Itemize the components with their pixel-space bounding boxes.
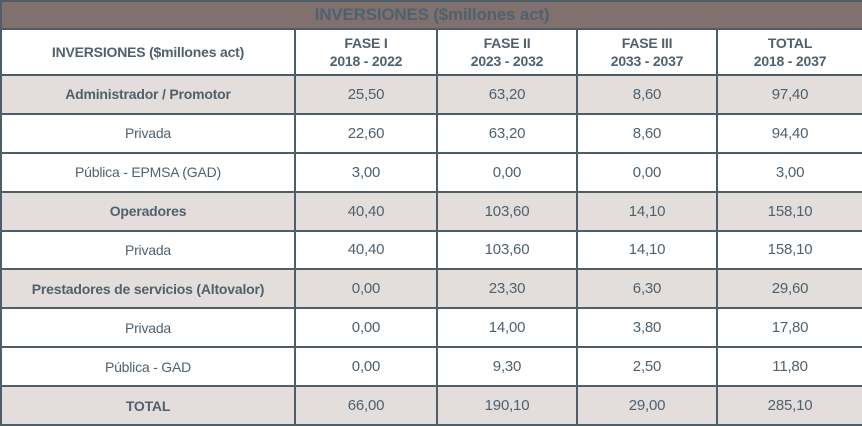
table-row-administrador-promotor: Administrador / Promotor 25,50 63,20 8,6… (0, 74, 862, 115)
cell-fase2: 14,00 (436, 307, 578, 349)
header-fase-1-name: FASE I (344, 34, 388, 51)
header-fase-3-period: 2033 - 2037 (610, 53, 684, 69)
table-row-prestadores-servicios: Prestadores de servicios (Altovalor) 0,0… (0, 268, 862, 310)
header-total: TOTAL 2018 - 2037 (715, 28, 862, 76)
header-row: INVERSIONES ($millones act) FASE I 2018 … (0, 28, 862, 76)
header-fase-1-period: 2018 - 2022 (329, 53, 403, 69)
table-row-privada-3: Privada 0,00 14,00 3,80 17,80 (0, 307, 862, 349)
cell-total: 11,80 (715, 346, 862, 387)
cell-fase1: 0,00 (294, 307, 438, 349)
header-total-period: 2018 - 2037 (753, 53, 827, 69)
cell-total: 158,10 (715, 229, 862, 271)
row-label: Pública - GAD (0, 346, 296, 387)
cell-fase3: 6,30 (576, 268, 718, 310)
cell-fase3: 8,60 (576, 112, 718, 154)
cell-total: 94,40 (715, 112, 862, 154)
row-label: Pública - EPMSA (GAD) (0, 151, 296, 193)
row-label: Administrador / Promotor (0, 74, 296, 115)
cell-fase2: 9,30 (436, 346, 578, 387)
title-row: INVERSIONES ($millones act) (0, 0, 862, 30)
row-label: Privada (0, 112, 296, 154)
cell-fase2: 103,60 (436, 229, 578, 271)
cell-total: 285,10 (715, 385, 862, 426)
header-fase-3-name: FASE III (621, 34, 673, 51)
cell-fase2: 190,10 (436, 385, 578, 426)
header-fase-2-name: FASE II (483, 34, 531, 51)
table-row-publica-gad: Pública - GAD 0,00 9,30 2,50 11,80 (0, 346, 862, 387)
row-label: Operadores (0, 190, 296, 232)
table-title: INVERSIONES ($millones act) (0, 0, 862, 30)
cell-fase1: 3,00 (294, 151, 438, 193)
cell-total: 17,80 (715, 307, 862, 349)
header-fase-1: FASE I 2018 - 2022 (294, 28, 438, 76)
cell-fase1: 0,00 (294, 346, 438, 387)
cell-fase1: 25,50 (294, 74, 438, 115)
cell-fase3: 14,10 (576, 229, 718, 271)
table-row-total: TOTAL 66,00 190,10 29,00 285,10 (0, 385, 862, 426)
cell-fase1: 40,40 (294, 229, 438, 271)
header-fase-2: FASE II 2023 - 2032 (436, 28, 578, 76)
cell-total: 3,00 (715, 151, 862, 193)
cell-fase2: 63,20 (436, 74, 578, 115)
cell-fase3: 0,00 (576, 151, 718, 193)
cell-fase2: 103,60 (436, 190, 578, 232)
row-label: Privada (0, 307, 296, 349)
table-row-privada-1: Privada 22,60 63,20 8,60 94,40 (0, 112, 862, 154)
cell-total: 158,10 (715, 190, 862, 232)
header-col-label: INVERSIONES ($millones act) (0, 28, 296, 76)
header-fase-2-period: 2023 - 2032 (470, 53, 544, 69)
cell-fase3: 2,50 (576, 346, 718, 387)
table-row-publica-epmsa: Pública - EPMSA (GAD) 3,00 0,00 0,00 3,0… (0, 151, 862, 193)
cell-fase1: 22,60 (294, 112, 438, 154)
cell-fase1: 40,40 (294, 190, 438, 232)
row-label: Prestadores de servicios (Altovalor) (0, 268, 296, 310)
table-row-privada-2: Privada 40,40 103,60 14,10 158,10 (0, 229, 862, 271)
cell-fase3: 8,60 (576, 74, 718, 115)
table-row-operadores: Operadores 40,40 103,60 14,10 158,10 (0, 190, 862, 232)
cell-fase3: 3,80 (576, 307, 718, 349)
cell-total: 97,40 (715, 74, 862, 115)
cell-fase3: 14,10 (576, 190, 718, 232)
header-fase-3: FASE III 2033 - 2037 (576, 28, 718, 76)
cell-fase2: 0,00 (436, 151, 578, 193)
cell-fase1: 0,00 (294, 268, 438, 310)
cell-fase3: 29,00 (576, 385, 718, 426)
row-label: Privada (0, 229, 296, 271)
cell-fase2: 23,30 (436, 268, 578, 310)
row-label: TOTAL (0, 385, 296, 426)
cell-fase1: 66,00 (294, 385, 438, 426)
cell-fase2: 63,20 (436, 112, 578, 154)
cell-total: 29,60 (715, 268, 862, 310)
header-total-name: TOTAL (767, 34, 813, 51)
